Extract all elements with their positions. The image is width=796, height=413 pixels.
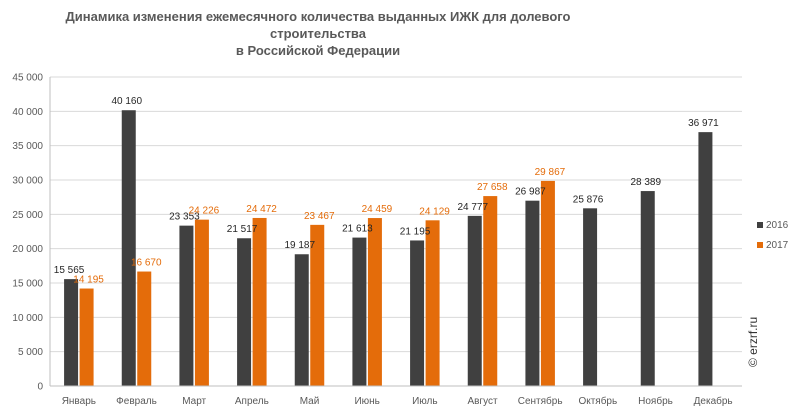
- bar: [294, 254, 309, 386]
- x-tick-label: Октябрь: [578, 395, 617, 407]
- data-label: 23 353: [169, 212, 200, 223]
- bar: [310, 224, 325, 386]
- bar: [410, 240, 425, 386]
- chart-title: Динамика изменения ежемесячного количест…: [0, 8, 636, 59]
- bar: [194, 219, 209, 386]
- legend-label: 2017: [766, 240, 789, 251]
- data-label: 16 670: [131, 258, 162, 269]
- bar: [540, 180, 555, 386]
- gridlines: [50, 76, 742, 353]
- x-tick-label: Май: [300, 396, 320, 407]
- bar: [79, 288, 94, 386]
- legend: 2016 2017: [757, 220, 789, 251]
- x-tick-label: Декабрь: [694, 395, 733, 407]
- data-label: 21 517: [227, 224, 258, 235]
- chart-title-line-3: в Российской Федерации: [235, 43, 401, 58]
- y-axis: 0 5 000 10 000 15 000 20 000 25 000 30 000 35 0…: [12, 73, 51, 393]
- chart-title-line-2: строительства: [270, 26, 366, 41]
- legend-label: 2016: [766, 220, 789, 231]
- data-label: 25 876: [573, 194, 604, 205]
- y-tick-label: 10 000: [12, 313, 43, 324]
- data-label: 36 971: [688, 118, 719, 129]
- data-label: 40 160: [111, 96, 142, 107]
- bar: [467, 215, 482, 386]
- data-label: 24 459: [362, 204, 393, 215]
- bar: [698, 132, 713, 386]
- bar: [640, 191, 655, 386]
- x-tick-label: Август: [467, 396, 498, 407]
- y-tick-label: 15 000: [12, 279, 43, 290]
- bar: [237, 238, 252, 386]
- x-tick-label: Март: [182, 396, 206, 407]
- y-tick-label: 45 000: [12, 73, 43, 84]
- bar: [252, 217, 267, 386]
- data-label: 24 226: [189, 206, 220, 217]
- x-tick-label: Июнь: [354, 396, 379, 407]
- y-tick-label: 5 000: [18, 347, 43, 358]
- data-label: 21 613: [342, 224, 373, 235]
- y-tick-label: 30 000: [12, 176, 43, 187]
- data-label: 21 195: [400, 226, 431, 237]
- x-tick-label: Сентябрь: [518, 395, 563, 407]
- bar: [352, 237, 367, 386]
- data-label: 15 565: [54, 265, 85, 276]
- data-label: 14 195: [73, 275, 104, 286]
- bar: [64, 279, 79, 386]
- data-label: 29 867: [535, 167, 566, 178]
- data-label: 23 467: [304, 211, 335, 222]
- bar: [583, 208, 598, 386]
- y-tick-label: 25 000: [12, 210, 43, 221]
- x-tick-label: Январь: [62, 396, 96, 407]
- bar: [367, 218, 382, 386]
- data-label: 24 472: [246, 204, 277, 215]
- x-tick-label: Ноябрь: [638, 395, 673, 407]
- data-label: 27 658: [477, 182, 508, 193]
- data-label: 19 187: [284, 240, 315, 251]
- x-tick-label: Июль: [412, 396, 438, 407]
- legend-swatch: [757, 222, 763, 228]
- bar: [483, 196, 498, 386]
- chart-title-line-1: Динамика изменения ежемесячного количест…: [65, 9, 571, 24]
- bar: [425, 220, 440, 386]
- bar: [137, 271, 152, 386]
- y-tick-label: 0: [37, 382, 43, 393]
- x-axis: Январь Февраль Март Апрель Май Июнь Июль Август…: [50, 385, 742, 407]
- x-tick-label: Апрель: [235, 396, 269, 407]
- y-tick-label: 35 000: [12, 141, 43, 152]
- y-tick-label: 20 000: [12, 244, 43, 255]
- watermark-text: © erzrf.ru: [746, 316, 760, 367]
- bar: [179, 225, 194, 386]
- bar: [525, 200, 540, 386]
- y-tick-label: 40 000: [12, 107, 43, 118]
- data-label: 26 987: [515, 187, 546, 198]
- data-label: 24 129: [419, 206, 450, 217]
- data-label: 28 389: [630, 177, 661, 188]
- bars: [64, 110, 713, 386]
- bar: [121, 110, 136, 386]
- legend-swatch: [757, 242, 763, 248]
- x-tick-label: Февраль: [116, 396, 157, 407]
- data-label: 24 777: [457, 202, 488, 213]
